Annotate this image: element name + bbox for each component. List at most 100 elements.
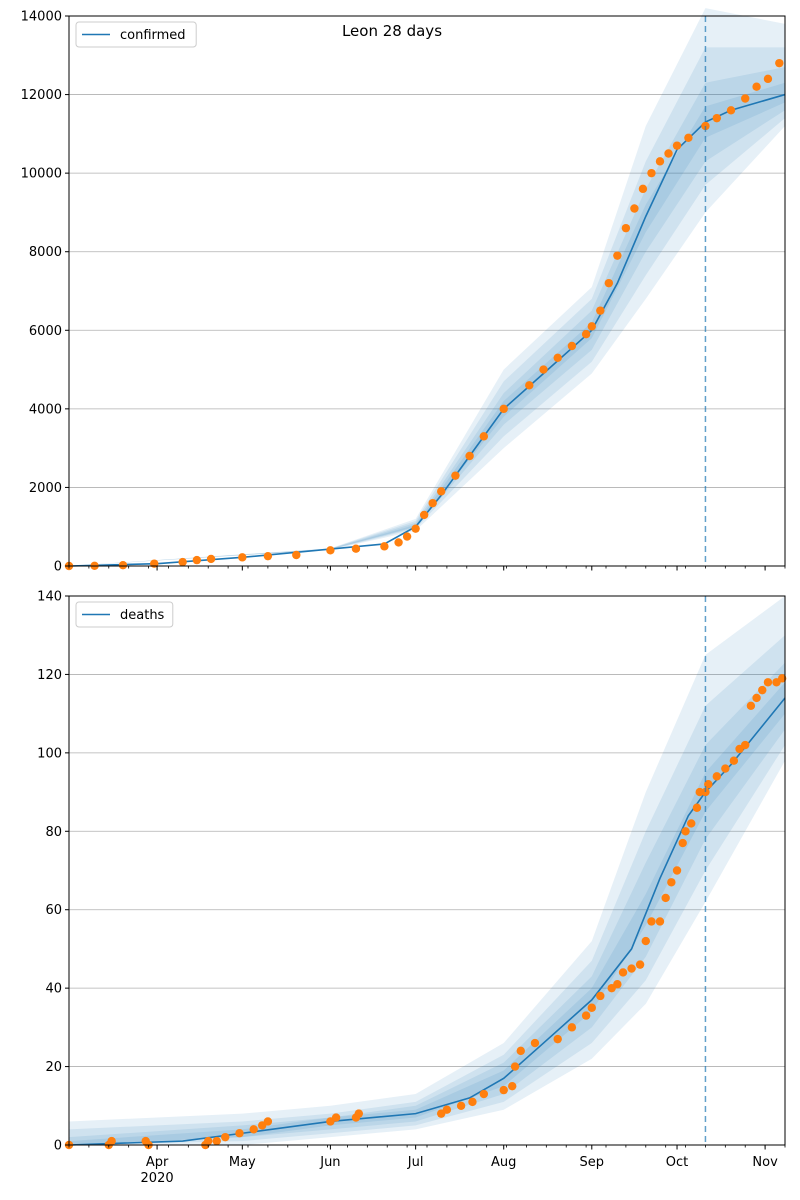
observed-point bbox=[516, 1046, 525, 1056]
observed-point bbox=[249, 1125, 258, 1134]
observed-point bbox=[351, 544, 361, 553]
observed-point bbox=[641, 936, 650, 946]
confirmed-chart-panel: 0 2000 4000 6000 8000 10000 12000 14000 confirme… bbox=[21, 8, 786, 575]
observed-point bbox=[553, 1034, 562, 1044]
y-tick-label: 12000 bbox=[21, 88, 62, 103]
observed-point bbox=[238, 553, 247, 562]
observed-point bbox=[613, 251, 622, 260]
observed-point bbox=[530, 1038, 540, 1048]
observed-point bbox=[630, 204, 639, 213]
observed-point bbox=[204, 1136, 213, 1146]
observed-point bbox=[613, 980, 622, 989]
observed-point bbox=[539, 365, 548, 374]
observed-point bbox=[726, 106, 736, 115]
chart-title: Leon 28 days bbox=[342, 22, 442, 40]
observed-point bbox=[326, 546, 335, 555]
y-tick-label: 40 bbox=[45, 982, 62, 997]
x-tick-label: Apr bbox=[146, 1155, 169, 1170]
observed-point bbox=[692, 803, 702, 812]
observed-point bbox=[465, 451, 474, 461]
observed-point bbox=[712, 113, 722, 123]
observed-point bbox=[741, 94, 750, 103]
y-tick-label: 14000 bbox=[21, 10, 62, 25]
observed-point bbox=[508, 1081, 517, 1091]
observed-point bbox=[741, 740, 750, 750]
observed-point bbox=[567, 341, 577, 351]
observed-point bbox=[664, 149, 673, 158]
observed-point bbox=[687, 819, 696, 828]
observed-point bbox=[596, 306, 605, 315]
observed-point bbox=[419, 510, 429, 520]
y-tick-label: 0 bbox=[54, 1139, 62, 1154]
observed-point bbox=[672, 866, 682, 875]
y-tick-label: 4000 bbox=[29, 402, 62, 417]
legend-box bbox=[75, 21, 197, 48]
y-tick-label: 10000 bbox=[21, 167, 62, 182]
observed-point bbox=[192, 555, 202, 565]
observed-point bbox=[479, 432, 489, 441]
uncertainty-band bbox=[69, 662, 785, 1145]
observed-point bbox=[763, 678, 773, 687]
observed-point bbox=[499, 404, 508, 414]
x-tick-label: Jun bbox=[319, 1155, 340, 1170]
observed-point bbox=[647, 917, 656, 926]
observed-point bbox=[587, 1003, 596, 1012]
observed-point bbox=[672, 141, 682, 150]
observed-point bbox=[621, 223, 631, 233]
observed-point bbox=[354, 1109, 364, 1118]
observed-point bbox=[394, 538, 403, 547]
observed-point bbox=[118, 561, 128, 570]
observed-point bbox=[479, 1089, 489, 1099]
observed-point bbox=[618, 968, 628, 977]
observed-point bbox=[567, 1023, 577, 1032]
observed-point bbox=[499, 1085, 508, 1095]
observed-point bbox=[746, 701, 756, 710]
observed-point bbox=[221, 1132, 230, 1142]
observed-point bbox=[678, 838, 687, 848]
legend-box bbox=[75, 601, 174, 628]
observed-point bbox=[235, 1129, 244, 1138]
observed-point bbox=[581, 330, 591, 339]
x-tick-label: Nov bbox=[752, 1155, 778, 1170]
observed-point bbox=[442, 1105, 452, 1114]
observed-point bbox=[456, 1101, 466, 1110]
observed-point bbox=[581, 1011, 591, 1020]
observed-point bbox=[729, 756, 739, 765]
observed-point bbox=[212, 1136, 221, 1146]
observed-point bbox=[178, 557, 187, 567]
observed-point bbox=[553, 353, 562, 362]
observed-point bbox=[331, 1113, 341, 1122]
uncertainty-band bbox=[69, 47, 785, 566]
uncertainty-band bbox=[69, 82, 785, 567]
x-tick-label: Oct bbox=[666, 1155, 688, 1170]
legend-label: confirmed bbox=[120, 28, 186, 43]
legend: confirmed bbox=[75, 21, 197, 48]
observed-point bbox=[752, 82, 761, 91]
y-tick-label: 0 bbox=[54, 560, 62, 575]
observed-point bbox=[721, 764, 730, 773]
x-tick-sublabel: 2020 bbox=[141, 1171, 174, 1186]
observed-point bbox=[596, 991, 605, 1001]
y-tick-label: 20 bbox=[45, 1060, 62, 1075]
legend-label: deaths bbox=[120, 608, 165, 623]
y-tick-label: 120 bbox=[37, 668, 62, 683]
x-tick-label: May bbox=[229, 1155, 256, 1170]
observed-point bbox=[510, 1062, 520, 1071]
observed-point bbox=[763, 74, 773, 84]
observed-point bbox=[263, 1117, 273, 1126]
y-tick-label: 6000 bbox=[29, 324, 62, 339]
observed-point bbox=[587, 322, 596, 331]
observed-point bbox=[661, 893, 670, 903]
observed-point bbox=[451, 471, 460, 480]
observed-point bbox=[292, 550, 301, 560]
model-line bbox=[68, 697, 786, 1146]
observed-point bbox=[437, 487, 446, 496]
observed-point bbox=[380, 542, 389, 551]
y-tick-label: 60 bbox=[45, 903, 62, 918]
observed-point bbox=[107, 1136, 116, 1146]
observed-point bbox=[667, 878, 676, 887]
uncertainty-band bbox=[69, 596, 785, 1145]
observed-point bbox=[758, 685, 767, 695]
x-tick-label: Jul bbox=[407, 1155, 424, 1170]
